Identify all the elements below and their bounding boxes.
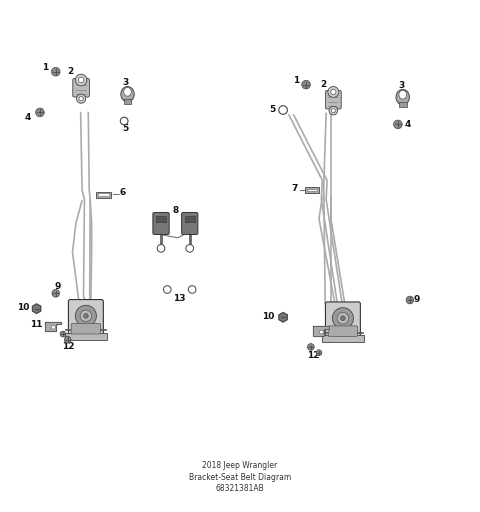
FancyBboxPatch shape bbox=[72, 324, 100, 334]
Text: 10: 10 bbox=[263, 312, 275, 321]
FancyBboxPatch shape bbox=[328, 326, 358, 336]
Circle shape bbox=[186, 245, 193, 252]
Text: 2018 Jeep Wrangler
Bracket-Seat Belt Diagram
68321381AB: 2018 Jeep Wrangler Bracket-Seat Belt Dia… bbox=[189, 461, 291, 494]
Ellipse shape bbox=[399, 91, 407, 99]
Text: 1: 1 bbox=[42, 63, 48, 72]
Text: 13: 13 bbox=[173, 293, 186, 303]
Circle shape bbox=[302, 80, 311, 89]
Circle shape bbox=[320, 330, 323, 334]
Bar bbox=[96, 192, 111, 198]
Bar bbox=[322, 335, 364, 342]
Text: 9: 9 bbox=[414, 294, 420, 304]
Circle shape bbox=[157, 245, 165, 252]
Circle shape bbox=[75, 74, 87, 86]
Text: 12: 12 bbox=[307, 351, 320, 360]
Text: 5: 5 bbox=[122, 124, 128, 133]
Ellipse shape bbox=[124, 88, 132, 96]
Circle shape bbox=[84, 313, 88, 318]
FancyBboxPatch shape bbox=[325, 91, 341, 109]
Ellipse shape bbox=[121, 87, 134, 102]
Circle shape bbox=[329, 106, 337, 115]
Text: 14: 14 bbox=[334, 325, 347, 334]
Text: 10: 10 bbox=[17, 303, 29, 312]
Text: 3: 3 bbox=[122, 78, 128, 87]
Circle shape bbox=[340, 316, 345, 321]
Circle shape bbox=[80, 310, 92, 322]
Text: 9: 9 bbox=[55, 282, 61, 291]
Text: 4: 4 bbox=[25, 113, 31, 122]
Bar bbox=[156, 216, 166, 222]
Circle shape bbox=[332, 308, 353, 329]
Text: 2: 2 bbox=[321, 80, 327, 89]
Circle shape bbox=[75, 305, 96, 326]
Circle shape bbox=[36, 108, 44, 117]
Circle shape bbox=[279, 105, 288, 114]
FancyBboxPatch shape bbox=[69, 300, 103, 337]
Text: 7: 7 bbox=[292, 184, 298, 194]
Circle shape bbox=[64, 336, 71, 343]
Circle shape bbox=[51, 326, 55, 329]
Circle shape bbox=[120, 117, 128, 125]
Circle shape bbox=[51, 68, 60, 76]
Circle shape bbox=[316, 350, 322, 355]
FancyBboxPatch shape bbox=[181, 212, 198, 234]
Bar bbox=[305, 187, 319, 193]
Circle shape bbox=[52, 289, 60, 297]
Circle shape bbox=[394, 120, 402, 129]
Bar bbox=[185, 216, 194, 222]
Ellipse shape bbox=[396, 90, 409, 105]
Text: 1: 1 bbox=[293, 76, 300, 86]
FancyBboxPatch shape bbox=[153, 212, 169, 234]
Circle shape bbox=[79, 97, 83, 101]
Text: 8: 8 bbox=[172, 205, 179, 215]
Circle shape bbox=[406, 296, 414, 304]
Text: 11: 11 bbox=[30, 320, 43, 329]
Circle shape bbox=[328, 87, 339, 97]
Circle shape bbox=[78, 77, 84, 83]
Bar bbox=[124, 99, 132, 104]
Text: 3: 3 bbox=[399, 80, 405, 90]
Circle shape bbox=[331, 90, 336, 95]
Circle shape bbox=[188, 286, 196, 293]
Circle shape bbox=[76, 94, 86, 103]
Text: 2: 2 bbox=[68, 67, 74, 76]
Bar bbox=[307, 188, 317, 191]
Bar bbox=[98, 194, 109, 196]
Circle shape bbox=[331, 109, 336, 113]
Bar bbox=[399, 102, 407, 106]
Polygon shape bbox=[33, 304, 41, 313]
Circle shape bbox=[337, 312, 348, 324]
Polygon shape bbox=[279, 312, 287, 322]
Polygon shape bbox=[45, 322, 60, 331]
Polygon shape bbox=[313, 326, 328, 336]
Text: 4: 4 bbox=[404, 120, 411, 129]
Text: 12: 12 bbox=[62, 343, 75, 351]
Circle shape bbox=[60, 331, 66, 337]
Text: 6: 6 bbox=[120, 188, 126, 197]
Bar bbox=[65, 333, 107, 340]
Circle shape bbox=[163, 286, 171, 293]
FancyBboxPatch shape bbox=[73, 78, 89, 97]
Text: 5: 5 bbox=[269, 104, 276, 114]
FancyBboxPatch shape bbox=[325, 302, 360, 339]
Circle shape bbox=[308, 344, 314, 350]
